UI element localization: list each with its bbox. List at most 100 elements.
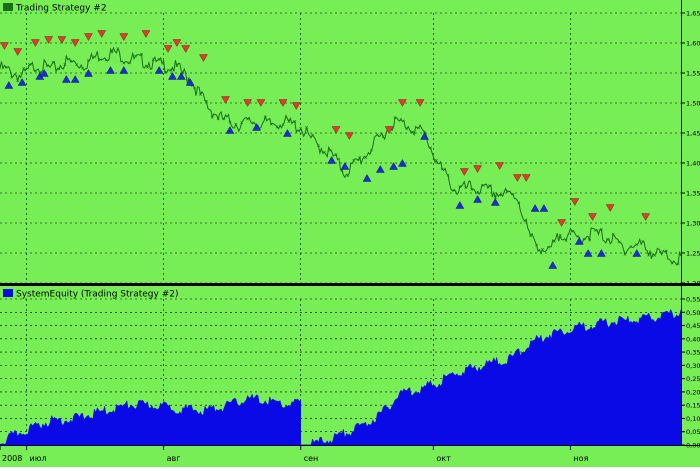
- equity-chart-title: SystemEquity (Trading Strategy #2): [16, 290, 178, 300]
- sell-signal-marker: [557, 219, 566, 227]
- buy-signal-marker: [61, 75, 71, 83]
- price-point: [116, 47, 120, 51]
- price-point: [275, 125, 279, 129]
- price-point: [228, 120, 232, 124]
- sell-signal-marker: [331, 126, 341, 134]
- price-ytick-label: 1,35: [686, 190, 700, 198]
- price-point: [511, 192, 515, 196]
- price-ytick-label: 1,25: [686, 250, 700, 258]
- sell-signal-marker: [415, 99, 425, 107]
- price-point: [246, 117, 250, 121]
- sell-signal-marker: [119, 33, 129, 41]
- x-tick-label: 2008: [2, 454, 22, 463]
- x-axis-line: [0, 445, 700, 446]
- price-point: [381, 135, 385, 139]
- price-point: [169, 69, 173, 72]
- price-point: [358, 156, 362, 159]
- price-point: [122, 61, 126, 65]
- price-point: [429, 146, 432, 150]
- price-point: [240, 121, 244, 125]
- sell-signal-marker: [570, 198, 580, 206]
- price-point: [322, 150, 326, 154]
- price-point: [199, 92, 202, 96]
- price-point: [57, 67, 61, 71]
- price-point: [28, 63, 31, 66]
- price-point: [617, 240, 621, 244]
- buy-signal-marker: [632, 249, 642, 257]
- panel-separator: [0, 283, 700, 286]
- price-point: [670, 261, 674, 265]
- price-point: [458, 185, 462, 188]
- price-point: [287, 119, 291, 123]
- buy-signal-marker: [490, 198, 500, 206]
- price-point: [210, 115, 214, 119]
- price-ytick-label: 1,40: [686, 160, 700, 168]
- price-point: [464, 186, 468, 189]
- sell-signal-marker: [181, 45, 191, 53]
- price-point: [311, 133, 314, 137]
- buy-signal-marker: [185, 78, 195, 86]
- sell-signal-marker: [256, 99, 266, 107]
- sell-signal-marker: [243, 99, 252, 107]
- price-point: [193, 86, 196, 90]
- buy-signal-marker: [398, 159, 407, 167]
- sell-signal-marker: [31, 39, 40, 47]
- price-point: [605, 237, 609, 241]
- equity-ytick-label: 0,40: [686, 335, 700, 343]
- price-point: [676, 262, 680, 266]
- price-point: [316, 144, 320, 148]
- price-point: [375, 133, 379, 137]
- buy-signal-marker: [530, 204, 540, 212]
- price-series-line: [0, 46, 682, 266]
- price-point: [623, 252, 627, 256]
- price-ytick-label: 1,20: [686, 280, 700, 288]
- price-point: [570, 229, 574, 233]
- buy-signal-marker: [225, 126, 235, 134]
- price-point: [594, 228, 597, 232]
- sell-signal-marker: [97, 30, 107, 38]
- price-point: [98, 58, 102, 61]
- price-point: [87, 58, 90, 62]
- x-tick-label: авг: [167, 454, 181, 463]
- price-point: [647, 253, 650, 257]
- price-point: [234, 122, 238, 126]
- price-point: [493, 196, 497, 199]
- price-point: [487, 184, 491, 188]
- price-point: [452, 188, 456, 192]
- equity-ytick-label: 0,35: [686, 349, 700, 357]
- price-ytick-label: 1,50: [686, 100, 700, 108]
- price-point: [611, 232, 615, 236]
- price-point: [305, 125, 309, 129]
- sell-signal-marker: [588, 213, 597, 221]
- buy-signal-marker: [70, 75, 80, 83]
- price-point: [4, 65, 8, 69]
- price-point: [222, 117, 226, 121]
- price-ytick-label: 1,65: [686, 10, 700, 18]
- price-point: [411, 130, 415, 134]
- price-point: [440, 167, 444, 171]
- price-point: [22, 67, 25, 71]
- price-legend-swatch: [3, 3, 13, 11]
- price-point: [151, 58, 155, 62]
- price-point: [163, 71, 167, 74]
- price-point: [564, 239, 568, 242]
- sell-signal-marker: [13, 48, 23, 56]
- x-tick-label: сен: [304, 454, 319, 463]
- equity-ytick-label: 0,50: [686, 309, 700, 317]
- price-point: [352, 158, 356, 162]
- price-point: [629, 245, 633, 248]
- sell-signal-marker: [141, 30, 151, 38]
- price-chart-title: Trading Strategy #2: [15, 4, 107, 14]
- sell-signal-marker: [0, 42, 9, 50]
- price-point: [505, 190, 509, 193]
- price-point: [33, 69, 37, 73]
- price-point: [269, 122, 273, 126]
- price-point: [582, 237, 586, 241]
- price-point: [517, 201, 521, 205]
- price-point: [340, 169, 344, 172]
- buy-signal-marker: [548, 261, 558, 269]
- x-tick-label: июл: [30, 454, 47, 463]
- sell-signal-marker: [521, 174, 531, 182]
- price-point: [664, 249, 668, 253]
